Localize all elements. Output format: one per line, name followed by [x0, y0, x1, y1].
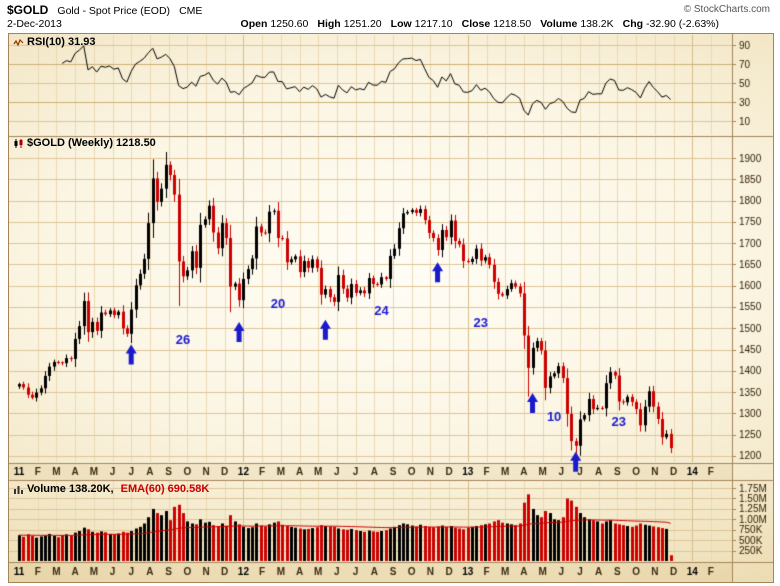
stat-open-value: 1250.60: [270, 18, 309, 30]
stat-volume-value: 138.2K: [580, 18, 614, 30]
stat-close: Close 1218.50: [462, 18, 532, 30]
chart-area: RSI(10) 31.93 $GOLD (Weekly) 1218.50 Vol…: [8, 33, 774, 583]
stat-low-label: Low: [390, 18, 412, 30]
stat-close-value: 1218.50: [493, 18, 532, 30]
stat-volume-label: Volume: [540, 18, 578, 30]
stat-open-label: Open: [240, 18, 268, 30]
stat-close-label: Close: [461, 18, 491, 30]
stat-volume: Volume 138.2K: [540, 18, 613, 30]
copyright-label: © StockCharts.com: [683, 4, 770, 15]
volume-legend-label: Volume 138.20K,: [27, 483, 114, 495]
stat-change-value: -32.90 (-2.63%): [646, 18, 719, 30]
symbol-description: Gold - Spot Price (EOD): [57, 5, 171, 17]
stat-change: Chg -32.90 (-2.63%): [623, 18, 719, 30]
rsi-indicator-icon: [13, 37, 24, 48]
volume-ema-legend-label: EMA(60) 690.58K: [120, 483, 210, 495]
volume-bars-icon: [13, 484, 24, 495]
stat-change-label: Chg: [622, 18, 644, 30]
stat-open: Open 1250.60: [241, 18, 309, 30]
symbol: $GOLD: [7, 3, 49, 17]
quote-date: 2-Dec-2013: [7, 18, 62, 30]
rsi-legend-label: RSI(10) 31.93: [27, 36, 96, 48]
rsi-legend: RSI(10) 31.93: [13, 36, 95, 48]
stat-low-value: 1217.10: [414, 18, 453, 30]
chart-canvas: [9, 34, 773, 582]
candlestick-icon: [13, 138, 24, 149]
chart-header-line1: $GOLD Gold - Spot Price (EOD) CME: [7, 3, 202, 17]
stat-high-value: 1251.20: [343, 18, 382, 30]
stat-high-label: High: [317, 18, 341, 30]
stat-low: Low 1217.10: [391, 18, 453, 30]
exchange-label: CME: [179, 5, 203, 17]
price-legend-label: $GOLD (Weekly) 1218.50: [27, 137, 156, 149]
quote-stats: Open 1250.60 High 1251.20 Low 1217.10 Close…: [241, 18, 719, 30]
chart-header-line2: 2-Dec-2013 Open 1250.60 High 1251.20 Low 12…: [7, 18, 773, 30]
stat-high: High 1251.20: [317, 18, 381, 30]
price-legend: $GOLD (Weekly) 1218.50: [13, 137, 156, 149]
volume-legend: Volume 138.20K, EMA(60) 690.58K: [13, 483, 209, 495]
